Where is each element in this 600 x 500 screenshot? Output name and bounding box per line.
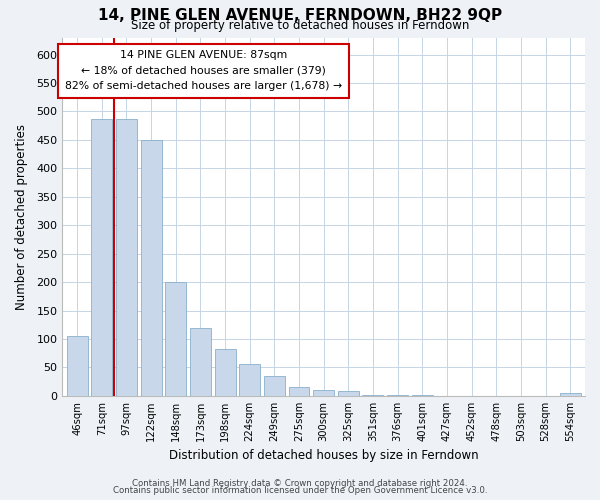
- Text: Contains public sector information licensed under the Open Government Licence v3: Contains public sector information licen…: [113, 486, 487, 495]
- Bar: [387, 395, 408, 396]
- Bar: [190, 328, 211, 396]
- Text: Contains HM Land Registry data © Crown copyright and database right 2024.: Contains HM Land Registry data © Crown c…: [132, 478, 468, 488]
- Bar: [289, 388, 310, 396]
- Text: Size of property relative to detached houses in Ferndown: Size of property relative to detached ho…: [131, 18, 469, 32]
- Y-axis label: Number of detached properties: Number of detached properties: [15, 124, 28, 310]
- Bar: [313, 390, 334, 396]
- X-axis label: Distribution of detached houses by size in Ferndown: Distribution of detached houses by size …: [169, 450, 478, 462]
- Bar: [116, 119, 137, 396]
- Bar: [239, 364, 260, 396]
- Bar: [165, 282, 186, 396]
- Bar: [362, 395, 383, 396]
- Bar: [140, 140, 161, 396]
- Bar: [67, 336, 88, 396]
- Bar: [215, 350, 236, 396]
- Bar: [338, 392, 359, 396]
- Text: 14, PINE GLEN AVENUE, FERNDOWN, BH22 9QP: 14, PINE GLEN AVENUE, FERNDOWN, BH22 9QP: [98, 8, 502, 22]
- Text: 14 PINE GLEN AVENUE: 87sqm
← 18% of detached houses are smaller (379)
82% of sem: 14 PINE GLEN AVENUE: 87sqm ← 18% of deta…: [65, 50, 342, 91]
- Bar: [560, 393, 581, 396]
- Bar: [264, 376, 285, 396]
- Bar: [91, 119, 112, 396]
